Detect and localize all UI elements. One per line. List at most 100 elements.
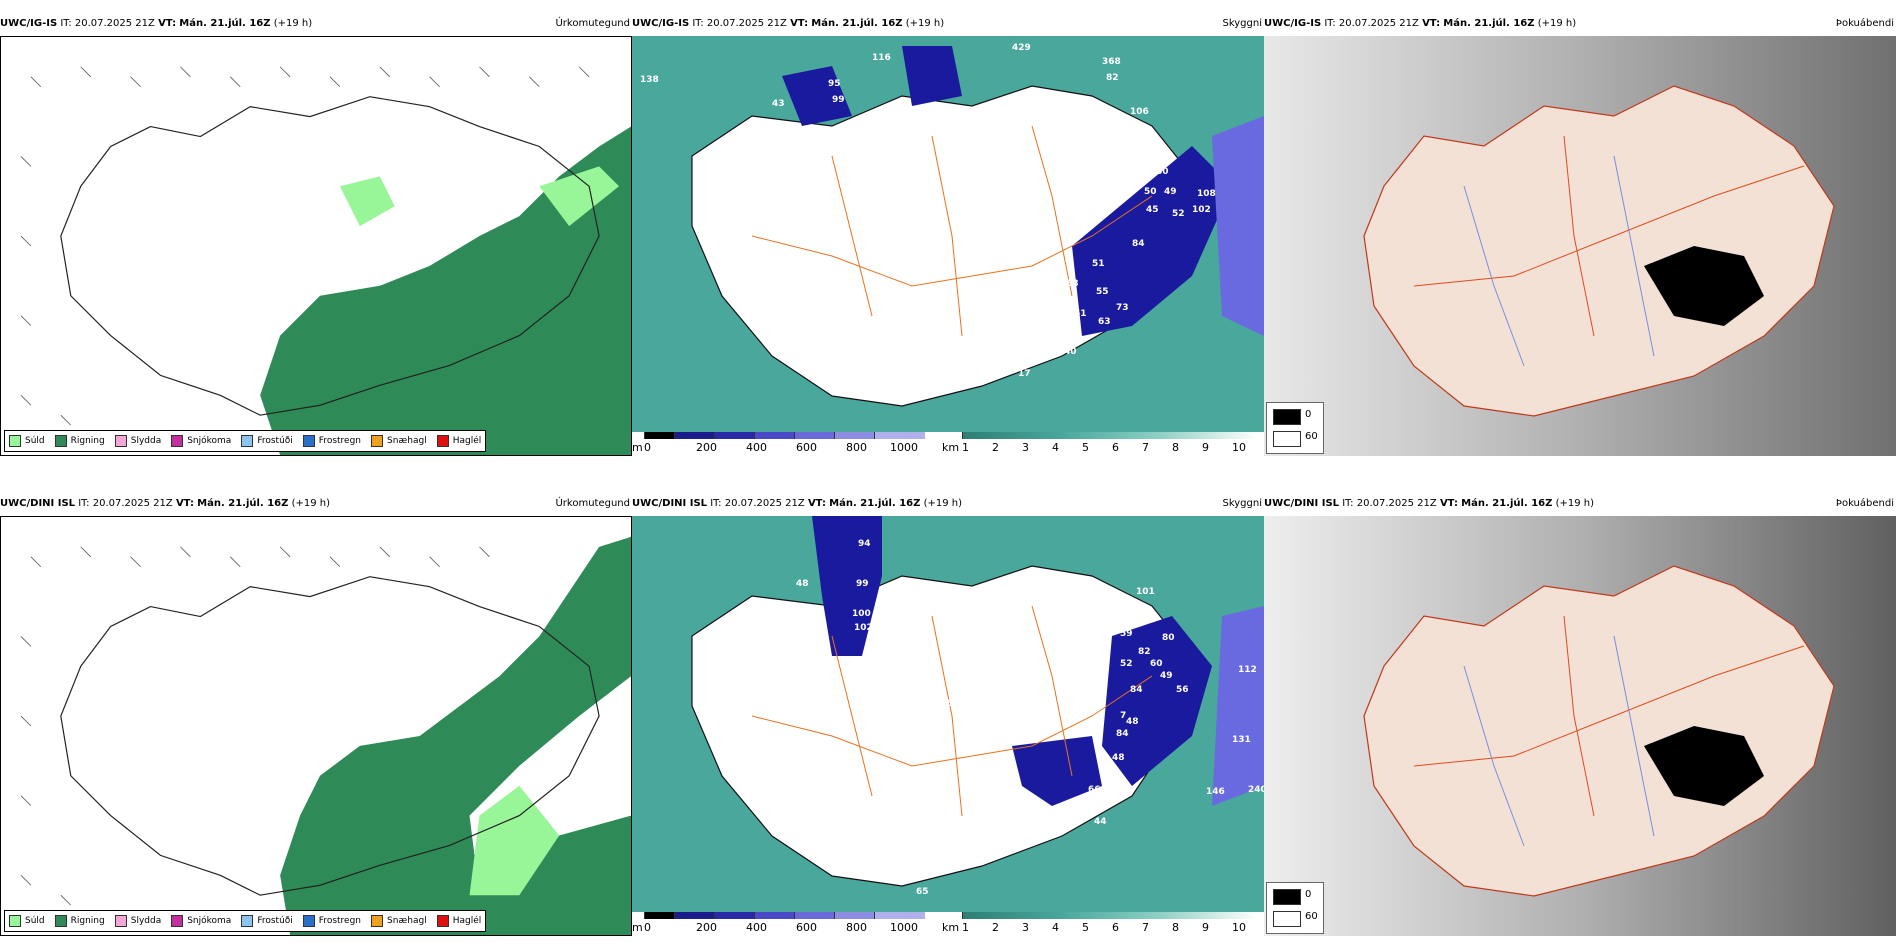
vt-label: VT: bbox=[175, 498, 194, 509]
visibility-value-label: 44 bbox=[1094, 817, 1107, 827]
cbar-unit-km: km bbox=[942, 921, 960, 934]
iceland-land bbox=[1363, 85, 1835, 417]
visibility-value-label: 429 bbox=[1012, 43, 1031, 53]
legend-item: Slydda bbox=[114, 915, 161, 927]
visibility-value-label: 84 bbox=[1130, 685, 1143, 695]
visibility-value-label: 45 bbox=[1102, 147, 1115, 157]
precip-panel-top: UWC/IG-IS IT: 20.07.2025 21Z VT: Mán. 21… bbox=[0, 14, 632, 456]
cbar-unit-km: km bbox=[942, 441, 960, 454]
it-label: IT: bbox=[710, 498, 722, 509]
cbar-tick: 10 bbox=[1232, 921, 1246, 934]
legend-item: Slydda bbox=[114, 435, 161, 447]
cbar-tick: 600 bbox=[796, 441, 817, 454]
cbar-tick: 3 bbox=[1022, 441, 1029, 454]
legend-item: Haglél bbox=[436, 915, 481, 927]
cbar-tick: 7 bbox=[1142, 921, 1149, 934]
vt-label: VT: bbox=[790, 18, 809, 29]
visibility-value-label: 82 bbox=[1106, 73, 1119, 83]
cbar-tick: 200 bbox=[696, 921, 717, 934]
legend-swatch bbox=[436, 915, 449, 927]
init-time: 20.07.2025 21Z bbox=[706, 18, 787, 29]
visibility-value-label: 63 bbox=[1098, 317, 1111, 327]
init-time: 20.07.2025 21Z bbox=[724, 498, 805, 509]
cbar-tick: 5 bbox=[1082, 921, 1089, 934]
visibility-map-svg: 116 429 368 82 138 95 99 43 106 139 45 170 70 60 49 50 4… bbox=[632, 36, 1264, 432]
low-visibility-area bbox=[812, 516, 882, 656]
visibility-value-label: 70 bbox=[1130, 171, 1143, 181]
visibility-value-label: 40 bbox=[1064, 347, 1077, 357]
model-name: UWC/DINI ISL bbox=[0, 498, 76, 509]
vt-label: VT: bbox=[1422, 18, 1441, 29]
cbar-tick: 8 bbox=[1172, 441, 1179, 454]
cbar-tick: 6 bbox=[1112, 921, 1119, 934]
legend-item: Rigning bbox=[54, 915, 105, 927]
low-visibility-area bbox=[1212, 606, 1264, 806]
visibility-colorbar-m: m 0 200 400 600 800 1000 bbox=[632, 432, 932, 456]
fog-map bbox=[1264, 36, 1896, 456]
cbar-tick: 4 bbox=[1052, 441, 1059, 454]
cbar-tick: 10 bbox=[1232, 441, 1246, 454]
legend-swatch bbox=[54, 915, 67, 927]
visibility-value-label: 96 bbox=[978, 369, 991, 379]
it-label: IT: bbox=[78, 498, 90, 509]
cbar-tick: 2 bbox=[992, 921, 999, 934]
legend-swatch bbox=[114, 435, 127, 447]
legend-item: Súld bbox=[9, 435, 45, 447]
it-label: IT: bbox=[692, 18, 704, 29]
visibility-value-label: 99 bbox=[856, 579, 869, 589]
visibility-value-label: 82 bbox=[1138, 647, 1151, 657]
model-name: UWC/IG-IS bbox=[632, 18, 690, 29]
visibility-map-svg: 94 99 100 102 48 101 79 91 59 80 82 52 60 49 84 112 48 56… bbox=[632, 516, 1264, 912]
low-visibility-area bbox=[902, 46, 962, 106]
visibility-value-label: 91 bbox=[1142, 611, 1155, 621]
legend-swatch bbox=[302, 915, 315, 927]
init-time: 20.07.2025 21Z bbox=[1356, 498, 1437, 509]
vt-label: VT: bbox=[1439, 498, 1458, 509]
cbar-tick: 2 bbox=[992, 441, 999, 454]
valid-time: Mán. 21.júl. 16Z bbox=[1461, 498, 1553, 509]
cbar-tick: 9 bbox=[1202, 921, 1209, 934]
visibility-value-label: 100 bbox=[852, 609, 871, 619]
visibility-value-label: 131 bbox=[1232, 735, 1251, 745]
fog-swatch-white bbox=[1273, 431, 1301, 447]
visibility-value-label: 48 bbox=[1112, 753, 1125, 763]
wind-barbs bbox=[20, 546, 490, 926]
visibility-map: 94 99 100 102 48 101 79 91 59 80 82 52 60 49 84 112 48 56… bbox=[632, 516, 1264, 912]
legend-item: Frostregn bbox=[302, 915, 361, 927]
visibility-value-label: 60 bbox=[1156, 167, 1169, 177]
cbar-tick: 800 bbox=[846, 441, 867, 454]
precip-map bbox=[0, 36, 632, 456]
legend-item: Snjókoma bbox=[171, 915, 231, 927]
visibility-value-label: 48 bbox=[1126, 717, 1139, 727]
valid-time: Mán. 21.júl. 16Z bbox=[197, 498, 289, 509]
visibility-value-label: 55 bbox=[1096, 287, 1109, 297]
drizzle-area bbox=[469, 785, 560, 896]
fog-area bbox=[1644, 726, 1764, 806]
visibility-value-label: 139 bbox=[1118, 123, 1137, 133]
low-visibility-area bbox=[1012, 736, 1102, 806]
fog-map bbox=[1264, 516, 1896, 936]
vt-label: VT: bbox=[807, 498, 826, 509]
lead-time: (+19 h) bbox=[273, 18, 313, 29]
cbar-tick: 6 bbox=[1112, 441, 1119, 454]
visibility-value-label: 368 bbox=[1102, 57, 1121, 67]
vt-label: VT: bbox=[158, 18, 177, 29]
fog-swatch-white bbox=[1273, 911, 1301, 927]
visibility-value-label: 146 bbox=[1206, 787, 1225, 797]
legend-item: Frostúði bbox=[241, 435, 293, 447]
valid-time: Mán. 21.júl. 16Z bbox=[1443, 18, 1535, 29]
fog-label-white: 60 bbox=[1305, 911, 1318, 922]
visibility-value-label: 65 bbox=[916, 887, 929, 897]
visibility-value-label: 43 bbox=[772, 99, 785, 109]
init-time: 20.07.2025 21Z bbox=[74, 18, 155, 29]
visibility-value-label: 59 bbox=[1120, 629, 1133, 639]
init-time: 20.07.2025 21Z bbox=[92, 498, 173, 509]
lead-time: (+19 h) bbox=[1555, 498, 1595, 509]
cbar-tick: 1000 bbox=[890, 441, 918, 454]
visibility-value-label: 94 bbox=[858, 539, 871, 549]
model-name: UWC/DINI ISL bbox=[1264, 498, 1340, 509]
visibility-value-label: 116 bbox=[872, 53, 891, 63]
visibility-value-label: 49 bbox=[1160, 671, 1173, 681]
legend-item: Súld bbox=[9, 915, 45, 927]
legend-swatch bbox=[9, 915, 21, 927]
